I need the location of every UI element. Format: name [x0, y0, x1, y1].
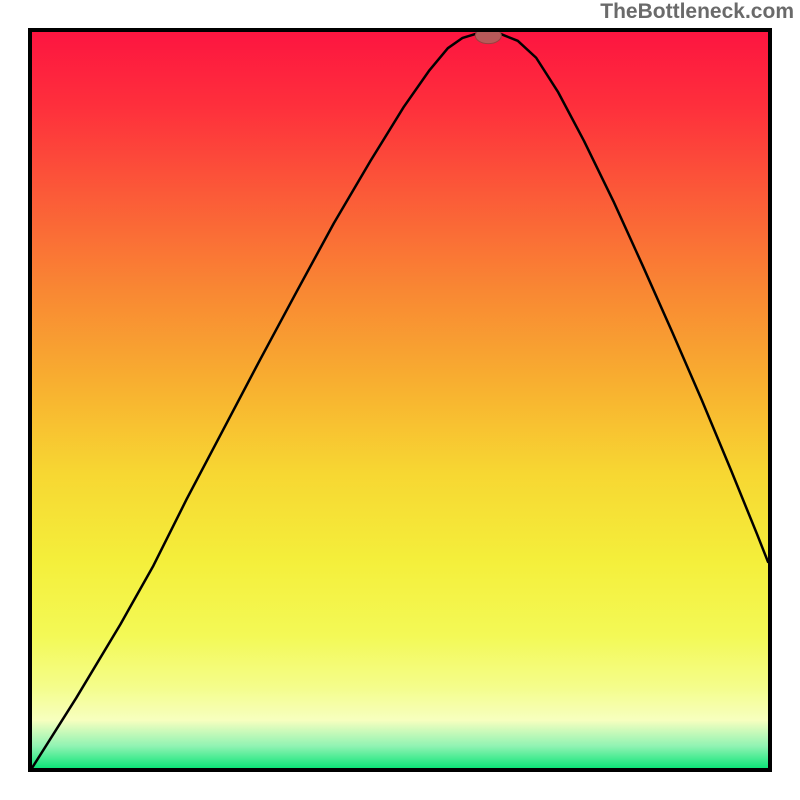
optimal-point-marker — [475, 32, 501, 44]
watermark-label: TheBottleneck.com — [600, 0, 794, 24]
gradient-background — [32, 32, 768, 768]
bottleneck-chart — [32, 32, 768, 768]
plot-area — [32, 32, 768, 768]
plot-frame — [28, 28, 772, 772]
chart-container: TheBottleneck.com — [0, 0, 800, 800]
